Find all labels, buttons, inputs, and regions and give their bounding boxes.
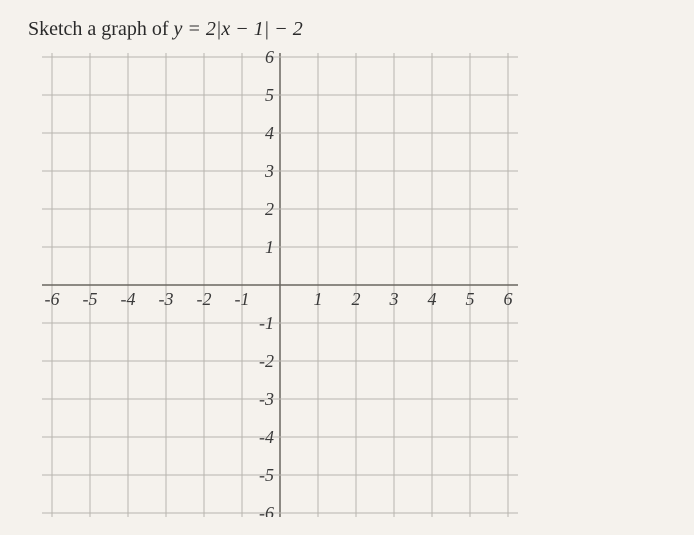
page: Sketch a graph of y = 2|x − 1| − 2 -6-5-… (0, 0, 694, 535)
svg-text:-2: -2 (197, 289, 212, 309)
svg-text:3: 3 (264, 161, 274, 181)
svg-text:3: 3 (389, 289, 399, 309)
svg-text:1: 1 (265, 237, 274, 257)
svg-text:-2: -2 (259, 351, 274, 371)
svg-text:2: 2 (352, 289, 361, 309)
svg-text:5: 5 (466, 289, 475, 309)
question-prompt: Sketch a graph of y = 2|x − 1| − 2 (28, 18, 666, 41)
svg-text:-1: -1 (235, 289, 250, 309)
svg-text:4: 4 (428, 289, 437, 309)
svg-text:-3: -3 (259, 389, 274, 409)
svg-text:5: 5 (265, 85, 274, 105)
svg-text:6: 6 (504, 289, 513, 309)
svg-text:-6: -6 (259, 503, 274, 517)
svg-text:-1: -1 (259, 313, 274, 333)
svg-text:-3: -3 (159, 289, 174, 309)
svg-text:4: 4 (265, 123, 274, 143)
svg-text:1: 1 (314, 289, 323, 309)
coordinate-grid: -6 -5 -4 -3 -2 -1 1 2 3 4 5 6 6 5 4 3 2 1 -1 -2 -3 -4 -5 -6 (28, 49, 548, 517)
svg-text:-5: -5 (83, 289, 98, 309)
svg-text:-4: -4 (259, 427, 274, 447)
grid-svg: -6 -5 -4 -3 -2 -1 1 2 3 4 5 6 6 5 4 3 2 1 -1 -2 -3 -4 -5 -6 (28, 49, 548, 517)
svg-text:-5: -5 (259, 465, 274, 485)
prompt-prefix: Sketch a graph of (28, 18, 174, 40)
svg-text:-4: -4 (121, 289, 136, 309)
svg-text:6: 6 (265, 49, 274, 67)
svg-text:2: 2 (265, 199, 274, 219)
prompt-equation: y = 2|x − 1| − 2 (174, 18, 303, 40)
svg-text:-6: -6 (45, 289, 60, 309)
